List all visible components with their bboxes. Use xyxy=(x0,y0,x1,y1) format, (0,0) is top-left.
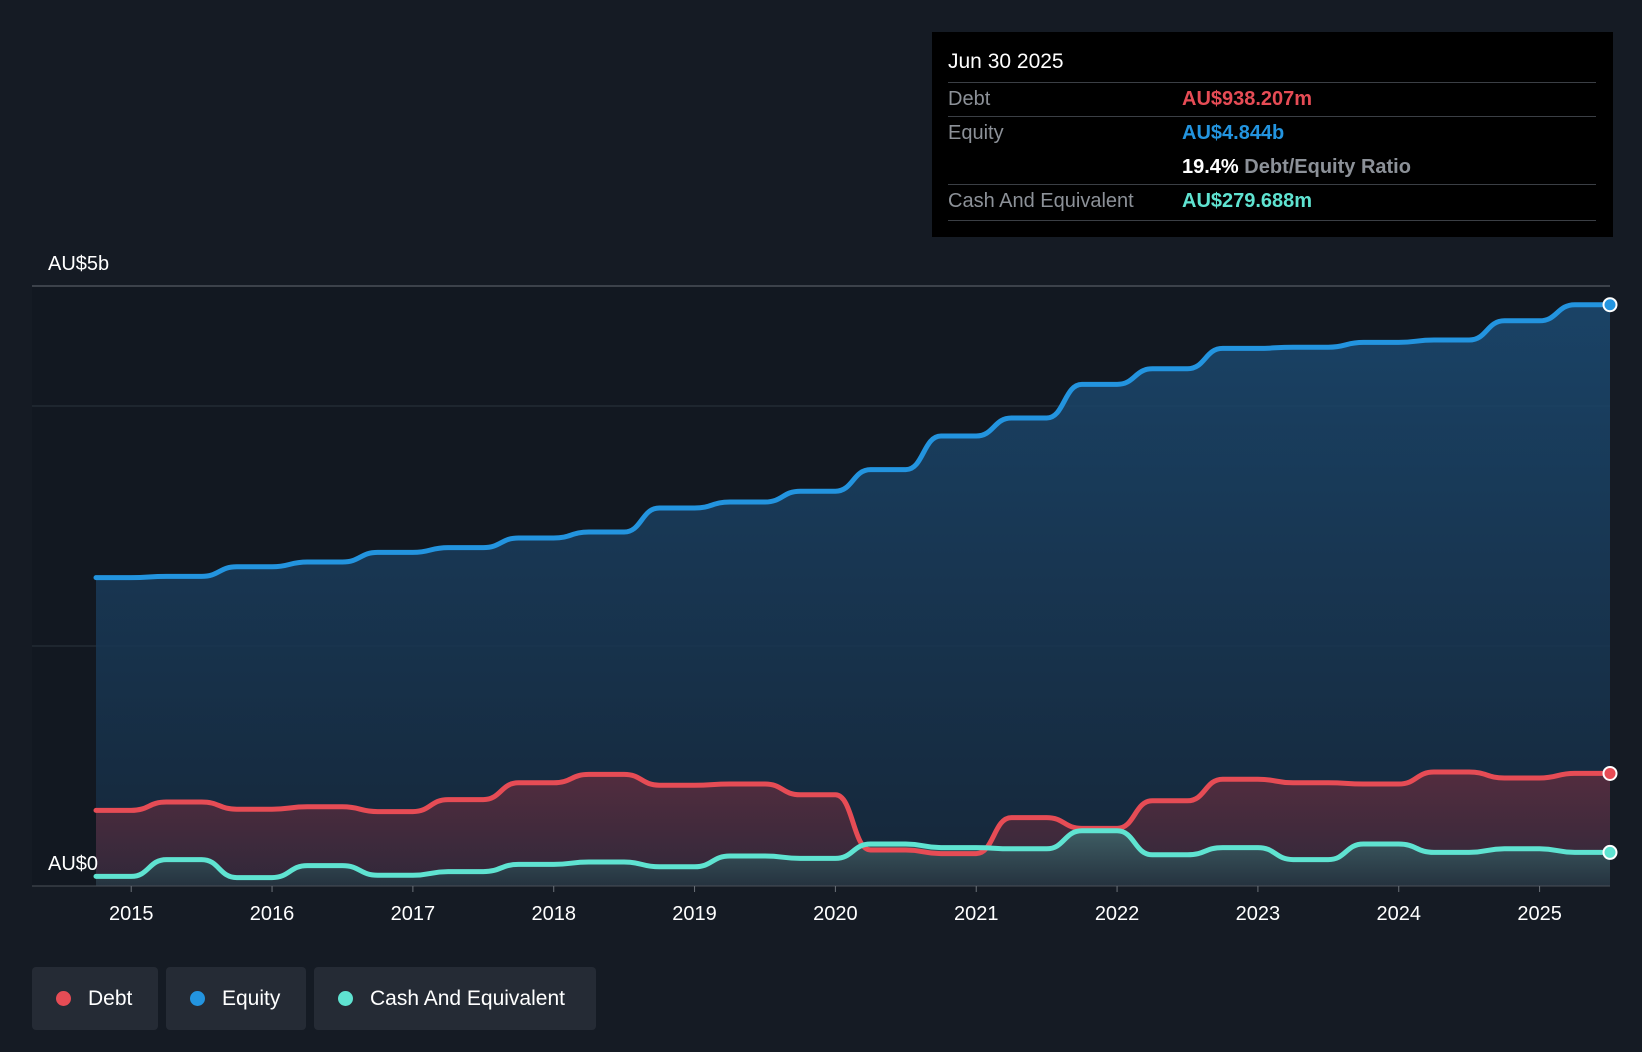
tooltip-equity-value: AU$4.844b xyxy=(1182,122,1285,144)
tooltip-date: Jun 30 2025 xyxy=(948,50,1064,73)
cash-line xyxy=(93,828,1613,881)
tooltip-equity-label: Equity xyxy=(948,122,1004,144)
equity-line xyxy=(93,302,1613,581)
y-axis-top-label: AU$5b xyxy=(48,253,109,275)
legend-item-cash[interactable]: Cash And Equivalent xyxy=(314,967,596,1030)
debt-legend-dot-icon xyxy=(56,991,71,1006)
x-tick-label: 2016 xyxy=(250,903,295,925)
series-endpoints xyxy=(1602,297,1618,860)
tooltip-ratio: 19.4% Debt/Equity Ratio xyxy=(1182,156,1411,179)
x-tick-label: 2023 xyxy=(1236,903,1281,925)
x-tick-label: 2019 xyxy=(672,903,717,925)
legend-label: Equity xyxy=(222,986,281,1010)
x-tick-label: 2020 xyxy=(813,903,858,925)
x-tick-label: 2017 xyxy=(391,903,436,925)
legend-label: Cash And Equivalent xyxy=(370,986,565,1010)
equity-area xyxy=(96,304,1610,886)
x-tick-label: 2015 xyxy=(109,903,154,925)
tooltip: Jun 30 2025 Debt AU$938.207m Equity AU$4… xyxy=(932,32,1613,237)
series-lines xyxy=(93,302,1613,881)
debt-line xyxy=(93,769,1613,857)
tooltip-divider xyxy=(948,116,1596,117)
x-tick-label: 2022 xyxy=(1095,903,1140,925)
tooltip-divider xyxy=(948,82,1596,83)
tooltip-divider xyxy=(948,184,1596,185)
x-tick-label: 2021 xyxy=(954,903,999,925)
y-axis-bottom-label: AU$0 xyxy=(48,853,98,875)
x-tick-label: 2024 xyxy=(1376,903,1421,925)
x-axis-ticks: 2015 2016 2017 2018 2019 2020 2021 2022 2023 2024… xyxy=(32,885,1610,925)
tooltip-debt-value: AU$938.207m xyxy=(1182,88,1313,110)
tooltip-divider xyxy=(948,220,1596,221)
legend-label: Debt xyxy=(88,986,133,1010)
tooltip-ratio-label: Debt/Equity Ratio xyxy=(1244,156,1411,178)
equity-endpoint[interactable] xyxy=(1602,297,1618,313)
cash-legend-dot-icon xyxy=(338,991,353,1006)
tooltip-cash-label: Cash And Equivalent xyxy=(948,190,1134,212)
cash-endpoint[interactable] xyxy=(1602,844,1618,860)
legend-item-debt[interactable]: Debt xyxy=(32,967,158,1030)
debt-endpoint[interactable] xyxy=(1602,765,1618,781)
x-tick-label: 2018 xyxy=(531,903,576,925)
tooltip-ratio-value: 19.4% xyxy=(1182,156,1239,178)
equity-legend-dot-icon xyxy=(190,991,205,1006)
x-tick-label: 2025 xyxy=(1517,903,1562,925)
tooltip-cash-value: AU$279.688m xyxy=(1182,190,1313,212)
legend-item-equity[interactable]: Equity xyxy=(166,967,306,1030)
tooltip-debt-label: Debt xyxy=(948,88,991,110)
